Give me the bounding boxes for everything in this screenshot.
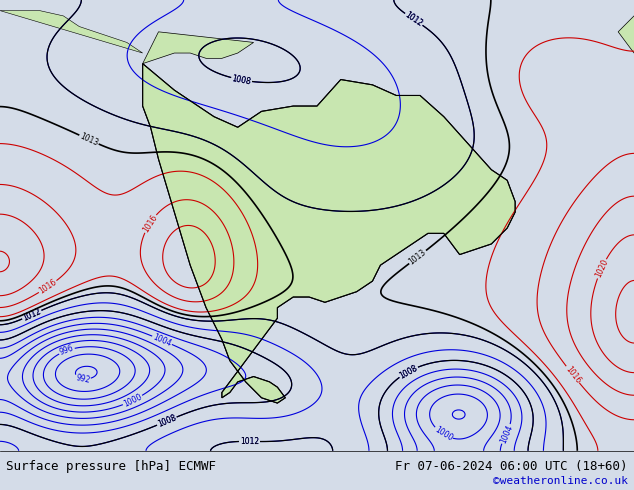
- Text: 1008: 1008: [231, 74, 252, 86]
- Text: Surface pressure [hPa] ECMWF: Surface pressure [hPa] ECMWF: [6, 460, 216, 473]
- Text: 1008: 1008: [231, 74, 252, 86]
- Text: 1004: 1004: [498, 423, 514, 445]
- Polygon shape: [143, 32, 254, 64]
- Polygon shape: [618, 16, 634, 53]
- Text: 1012: 1012: [403, 10, 424, 28]
- Text: 1012: 1012: [21, 307, 42, 322]
- Text: 1020: 1020: [593, 258, 610, 279]
- Text: 1012: 1012: [240, 437, 259, 446]
- Text: 1008: 1008: [398, 363, 419, 380]
- Polygon shape: [143, 64, 515, 403]
- Text: 1008: 1008: [156, 413, 178, 429]
- Text: 1000: 1000: [122, 392, 143, 409]
- Polygon shape: [0, 11, 143, 53]
- Text: Fr 07-06-2024 06:00 UTC (18+60): Fr 07-06-2024 06:00 UTC (18+60): [395, 460, 628, 473]
- Text: 1008: 1008: [398, 363, 419, 380]
- Text: 1012: 1012: [21, 307, 42, 322]
- Text: 992: 992: [75, 373, 91, 385]
- Text: 996: 996: [58, 344, 75, 357]
- Text: 1013: 1013: [79, 131, 100, 147]
- Text: 1016: 1016: [37, 278, 58, 296]
- Text: 1016: 1016: [141, 213, 159, 234]
- Text: 1013: 1013: [407, 247, 428, 267]
- Text: ©weatheronline.co.uk: ©weatheronline.co.uk: [493, 476, 628, 486]
- Text: 1000: 1000: [433, 425, 454, 443]
- Text: 1004: 1004: [152, 332, 172, 348]
- Text: 1012: 1012: [403, 10, 424, 28]
- Polygon shape: [143, 64, 515, 403]
- Text: 1016: 1016: [563, 364, 582, 385]
- Text: 1008: 1008: [156, 413, 178, 429]
- Text: 1012: 1012: [240, 437, 259, 446]
